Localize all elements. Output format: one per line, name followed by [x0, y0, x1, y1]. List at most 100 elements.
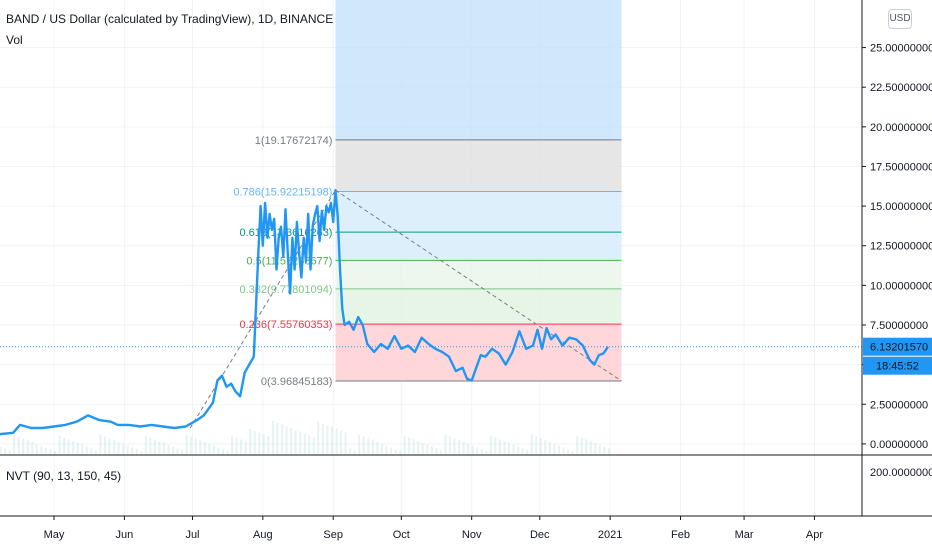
volume-bar	[421, 442, 424, 455]
volume-bar	[290, 428, 293, 455]
volume-bar	[135, 449, 138, 455]
volume-bar	[108, 438, 111, 455]
volume-bar	[194, 438, 197, 455]
volume-bar	[498, 439, 501, 455]
volume-bar	[321, 423, 324, 455]
volume-bar	[371, 440, 374, 455]
fib-level-label: 0.382(9.77801094)	[240, 284, 333, 296]
volume-bar	[22, 438, 25, 455]
time-tick-label: May	[44, 529, 65, 541]
fib-zone-fill	[335, 288, 622, 325]
nvt-indicator-label[interactable]: NVT (90, 13, 150, 45)	[6, 469, 122, 483]
volume-bar	[63, 437, 66, 455]
volume-bar	[385, 445, 388, 455]
volume-bar	[281, 424, 283, 455]
volume-bar	[326, 425, 329, 455]
volume-bar	[271, 420, 274, 455]
fib-level-label: 0(3.96845183)	[261, 376, 333, 388]
volume-bar	[94, 450, 97, 455]
volume-bar	[494, 437, 497, 455]
volume-bar	[448, 436, 451, 455]
volume-label[interactable]: Vol	[6, 33, 23, 47]
volume-bar	[81, 444, 84, 455]
volume-bar	[249, 428, 252, 455]
volume-bar	[212, 445, 215, 455]
volume-bar	[526, 450, 529, 455]
volume-bar	[113, 440, 116, 455]
price-tick-label: 0.00000000	[870, 439, 928, 451]
volume-bar	[367, 438, 370, 455]
volume-bar	[258, 432, 261, 455]
volume-bar	[158, 441, 161, 455]
volume-bar	[544, 440, 547, 455]
volume-bar	[471, 445, 474, 455]
volume-bar	[512, 444, 515, 455]
volume-bar	[517, 446, 520, 455]
volume-bar	[122, 443, 125, 455]
volume-bar	[276, 422, 279, 455]
time-tick-label: Nov	[462, 529, 482, 541]
time-tick-label: Apr	[806, 529, 823, 541]
volume-bar	[412, 439, 415, 455]
volume-bar	[362, 436, 365, 455]
volume-bar	[44, 447, 47, 455]
countdown-tag	[863, 356, 932, 375]
volume-bar	[58, 435, 61, 455]
last-price-tag	[863, 337, 932, 356]
volume-bar	[203, 442, 206, 455]
price-line[interactable]	[0, 189, 609, 436]
volume-bar	[167, 444, 170, 455]
volume-bar	[217, 447, 220, 455]
volume-bar	[31, 442, 34, 455]
volume-bar	[349, 448, 352, 455]
price-tick-label: 17.50000000	[870, 161, 932, 173]
volume-bars	[0, 420, 610, 455]
price-series	[0, 189, 862, 436]
volume-bar	[394, 449, 397, 455]
volume-bar	[585, 439, 588, 455]
volume-bar	[376, 442, 379, 455]
volume-bar	[580, 437, 583, 455]
time-tick-label: Jul	[185, 529, 199, 541]
volume-bar	[430, 446, 433, 455]
volume-bar	[353, 450, 356, 455]
volume-bar	[140, 451, 143, 455]
volume-bar	[539, 438, 542, 455]
volume-bar	[208, 443, 211, 455]
fib-trend-line[interactable]	[335, 189, 622, 382]
fib-zone-fill	[335, 191, 622, 233]
time-tick-label: Aug	[253, 529, 273, 541]
price-tick-label: 10.00000000	[870, 280, 932, 292]
volume-bar	[567, 449, 570, 455]
volume-bar	[262, 434, 265, 455]
fib-retracement[interactable]: 1(19.17672174)0.786(15.92215198)0.618(13…	[189, 0, 622, 429]
volume-bar	[589, 441, 592, 455]
volume-bar	[489, 435, 492, 455]
volume-bar	[72, 441, 75, 455]
volume-bar	[444, 434, 447, 455]
fib-level-label: 0.236(7.55760353)	[240, 319, 333, 331]
time-tick-label: Jun	[115, 529, 133, 541]
volume-bar	[90, 448, 93, 455]
volume-bar	[562, 447, 565, 455]
volume-bar	[0, 446, 2, 455]
price-tick-label: 22.50000000	[870, 82, 932, 94]
volume-bar	[240, 439, 243, 455]
volume-bar	[594, 442, 597, 455]
volume-bar	[185, 434, 188, 455]
volume-bar	[426, 444, 429, 455]
symbol-title[interactable]: BAND / US Dollar (calculated by TradingV…	[6, 12, 334, 26]
fib-trend-line[interactable]	[189, 189, 336, 429]
volume-bar	[603, 446, 606, 455]
currency-button[interactable]: USD	[888, 9, 912, 29]
last-price-value: 6.13201570	[870, 342, 928, 354]
volume-bar	[190, 436, 193, 455]
volume-bar	[103, 436, 106, 455]
volume-bar	[26, 440, 29, 455]
time-tick-label: Feb	[671, 529, 690, 541]
volume-bar	[335, 428, 338, 455]
volume-bar	[172, 446, 175, 455]
price-tick-label: 2.50000000	[870, 399, 928, 411]
volume-bar	[144, 435, 147, 455]
